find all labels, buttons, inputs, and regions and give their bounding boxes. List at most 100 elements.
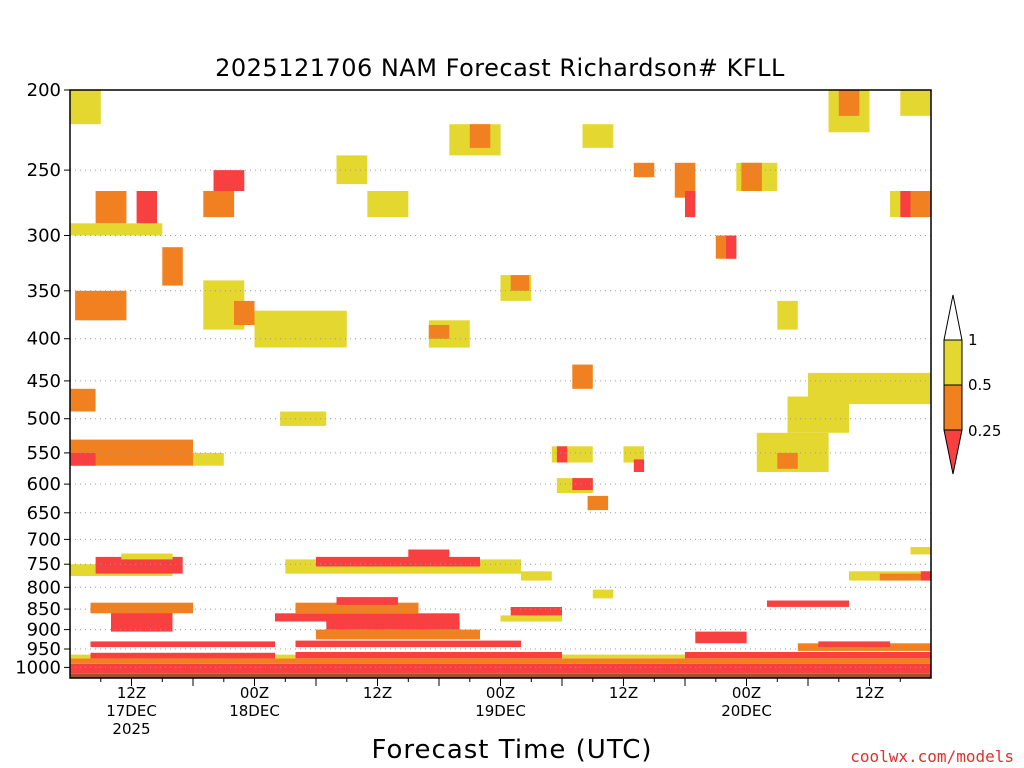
ytick-label-450: 450 <box>27 371 61 392</box>
region-mid-21 <box>469 124 491 148</box>
region-low-37 <box>726 235 737 259</box>
region-ground-51 <box>70 673 931 678</box>
xtick-label-6-1: 17DEC <box>106 702 157 720</box>
region-high-76 <box>592 589 614 599</box>
region-low-64 <box>275 613 460 622</box>
region-high-31 <box>623 446 644 463</box>
ytick-label-800: 800 <box>27 577 61 598</box>
region-mid-23 <box>510 275 530 291</box>
region-mid-42 <box>777 452 798 469</box>
ytick-label-550: 550 <box>27 443 61 464</box>
region-low-26 <box>556 446 568 463</box>
region-low-49 <box>900 191 911 218</box>
xtick-label-42-1: 19DEC <box>475 702 526 720</box>
region-mid-5 <box>75 290 127 321</box>
region-high-17 <box>367 191 409 218</box>
ytick-label-900: 900 <box>27 620 61 641</box>
region-high-15 <box>280 411 327 426</box>
x-axis-label: Forecast Time (UTC) <box>371 735 652 765</box>
region-mid-9 <box>234 300 255 325</box>
legend-bin-yellow <box>943 339 963 386</box>
region-mid-10 <box>70 388 96 412</box>
legend-bin-orange <box>943 384 963 431</box>
region-mid-50 <box>910 191 931 218</box>
region-low-3 <box>136 191 158 224</box>
legend-label-1: 1 <box>968 331 978 349</box>
region-mid-63 <box>90 602 193 614</box>
region-low-12 <box>70 452 96 466</box>
region-low-35 <box>685 191 696 218</box>
region-mid-34 <box>674 162 696 198</box>
region-high-16 <box>336 155 368 185</box>
ytick-label-650: 650 <box>27 503 61 524</box>
region-low-56 <box>295 652 562 659</box>
xtick-label-42-0: 00Z <box>486 684 515 702</box>
xtick-label-30-0: 12Z <box>363 684 392 702</box>
legend-label-0-5: 0.5 <box>968 376 992 394</box>
region-low-68 <box>95 556 183 574</box>
heatmap-regions <box>70 90 932 678</box>
ytick-label-950: 950 <box>27 639 61 660</box>
legend-label-0-25: 0.25 <box>968 422 1001 440</box>
region-low-58 <box>90 641 275 648</box>
legend-arrow-top <box>943 294 963 341</box>
ytick-label-500: 500 <box>27 409 61 430</box>
ytick-label-350: 350 <box>27 281 61 302</box>
region-high-0 <box>70 90 101 125</box>
region-mid-60 <box>316 629 480 640</box>
region-mid-46 <box>838 90 860 116</box>
region-high-75 <box>500 615 562 622</box>
region-mid-2 <box>95 191 127 224</box>
ytick-label-700: 700 <box>27 529 61 550</box>
region-low-32 <box>633 459 645 472</box>
region-low-66 <box>336 597 398 605</box>
xtick-label-6-2: 2025 <box>112 720 150 738</box>
xtick-label-66-1: 20DEC <box>721 702 772 720</box>
region-mid-8 <box>203 191 235 218</box>
ytick-label-250: 250 <box>27 160 61 181</box>
region-mid-33 <box>633 162 655 178</box>
region-low-74 <box>510 607 562 618</box>
xtick-label-18-1: 18DEC <box>229 702 280 720</box>
region-low-77 <box>695 631 747 644</box>
region-mid-4 <box>162 247 183 286</box>
region-mid-65 <box>295 602 419 614</box>
xtick-label-18-0: 00Z <box>240 684 269 702</box>
ytick-label-200: 200 <box>27 80 61 101</box>
ytick-label-750: 750 <box>27 554 61 575</box>
region-low-79 <box>818 641 891 648</box>
ytick-label-1000: 1000 <box>15 657 61 678</box>
region-high-13 <box>193 452 224 466</box>
region-mid-24 <box>572 364 593 389</box>
region-low-83 <box>920 571 932 581</box>
region-high-14 <box>254 310 347 348</box>
region-low-72 <box>408 549 450 562</box>
region-high-40 <box>777 300 798 330</box>
region-mid-19 <box>428 325 450 339</box>
xtick-label-66-0: 00Z <box>732 684 761 702</box>
region-low-52 <box>70 663 931 674</box>
ytick-label-850: 850 <box>27 599 61 620</box>
region-low-28 <box>572 478 593 491</box>
region-low-59 <box>295 640 521 648</box>
color-legend: 1 0.5 0.25 <box>943 294 1001 475</box>
ytick-label-600: 600 <box>27 474 61 495</box>
region-high-84 <box>910 547 931 555</box>
region-low-57 <box>685 652 931 659</box>
ytick-label-400: 400 <box>27 329 61 350</box>
region-high-69 <box>121 553 173 560</box>
xtick-label-6-0: 12Z <box>117 684 146 702</box>
region-high-30 <box>582 124 614 148</box>
region-low-62 <box>111 611 173 632</box>
region-mid-39 <box>741 162 762 191</box>
credit-text: coolwx.com/models <box>850 747 1014 766</box>
gridlines <box>70 169 931 668</box>
region-mid-53 <box>70 658 931 664</box>
region-mid-29 <box>587 495 609 511</box>
region-low-71 <box>316 556 480 567</box>
region-high-73 <box>521 571 552 581</box>
xtick-label-78-0: 12Z <box>855 684 884 702</box>
xtick-label-54-0: 12Z <box>609 684 638 702</box>
plot-background <box>70 90 931 678</box>
